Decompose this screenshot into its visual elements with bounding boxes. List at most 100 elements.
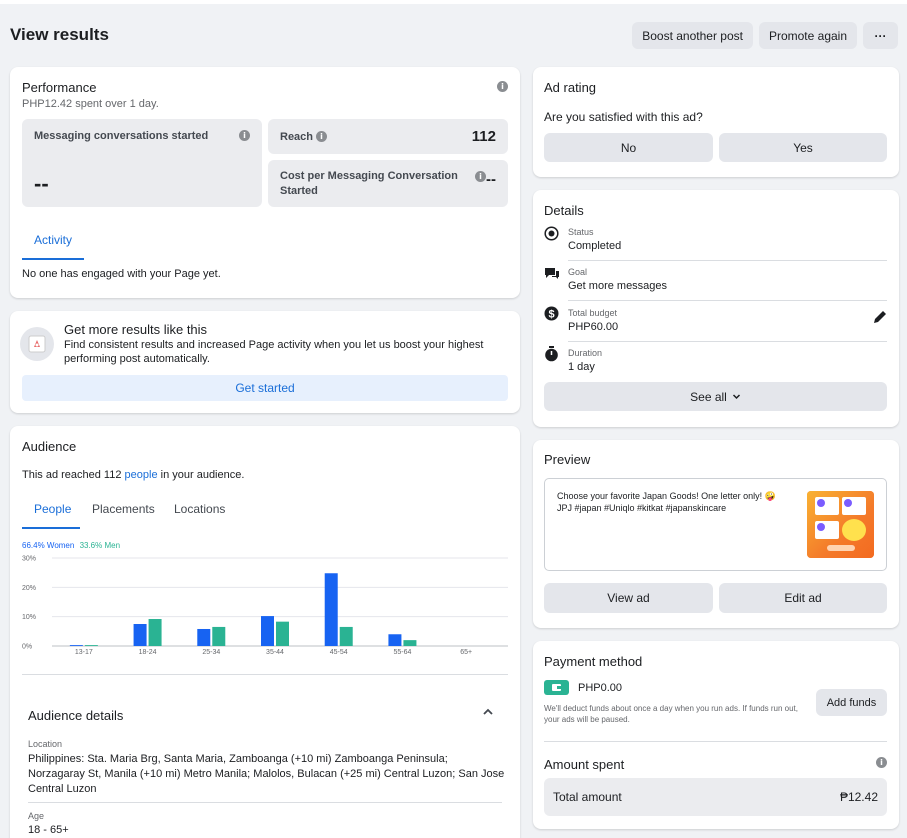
info-icon[interactable]: i [316, 131, 327, 142]
bar-women-13-17[interactable] [69, 645, 83, 646]
details-title: Details [544, 203, 584, 218]
boost-another-post-button[interactable]: Boost another post [632, 22, 753, 49]
preview-title: Preview [544, 452, 591, 467]
detail-goal: Goal Get more messages [568, 267, 907, 292]
chat-icon [544, 266, 560, 284]
messaging-metric: Messaging conversations started i -- [22, 119, 262, 207]
performance-spent: PHP12.42 spent over 1 day. [22, 98, 159, 110]
goal-label: Goal [568, 267, 588, 277]
more-results-card: Get more results like this Find consiste… [10, 311, 520, 413]
location-label: Location [28, 739, 63, 749]
payment-note: We'll deduct funds about once a day when… [544, 704, 798, 724]
stopwatch-icon [544, 346, 559, 365]
info-icon[interactable]: i [497, 81, 508, 92]
divider [568, 300, 887, 301]
add-funds-button[interactable]: Add funds [816, 689, 887, 716]
amount-spent-title: Amount spent [544, 757, 625, 772]
payment-card: Payment method PHP0.00 We'll deduct fund… [533, 641, 899, 829]
y-tick-label: 10% [22, 614, 36, 621]
age-gender-chart: 0% 10% 20% 30% 13-17 18-24 25-34 35-44 45-54 55-6… [22, 556, 508, 656]
activity-empty-text: No one has engaged with your Page yet. [22, 268, 221, 280]
divider [568, 341, 887, 342]
y-tick-label: 20% [22, 585, 36, 592]
dollar-icon: $ [544, 306, 559, 324]
age-value: 18 - 65+ [28, 824, 69, 836]
reach-suffix: in your audience. [157, 469, 245, 481]
edit-ad-button[interactable]: Edit ad [719, 583, 887, 613]
preview-card: Preview Choose your favorite Japan Goods… [533, 440, 899, 628]
yes-button[interactable]: Yes [719, 133, 887, 162]
cost-value: -- [486, 171, 496, 188]
status-label: Status [568, 227, 594, 237]
divider [22, 674, 508, 675]
tab-placements[interactable]: Placements [92, 502, 155, 516]
audience-details-title: Audience details [28, 708, 124, 723]
wallet-icon [544, 680, 569, 695]
payment-balance: PHP0.00 [578, 682, 623, 694]
cost-metric: Cost per Messaging Conversation Started … [268, 160, 508, 207]
payment-title: Payment method [544, 654, 643, 669]
divider [568, 260, 887, 261]
bar-men-45-54[interactable] [339, 626, 353, 646]
edit-pencil-icon[interactable] [872, 309, 888, 328]
performance-card: Performance PHP12.42 spent over 1 day. i… [10, 67, 520, 298]
bar-women-55-64[interactable] [388, 634, 402, 646]
bar-men-25-34[interactable] [212, 626, 226, 646]
chevron-up-icon[interactable] [482, 706, 494, 721]
total-amount-value: ₱12.42 [839, 790, 878, 804]
top-actions: Boost another post Promote again ··· [632, 22, 898, 49]
total-amount-row: Total amount ₱12.42 [544, 778, 887, 816]
preview-box[interactable]: Choose your favorite Japan Goods! One le… [544, 478, 887, 571]
duration-label: Duration [568, 348, 603, 358]
preview-thumbnail [807, 491, 874, 558]
preview-text-line1: Choose your favorite Japan Goods! One le… [557, 491, 776, 501]
bar-men-13-17[interactable] [84, 645, 98, 646]
see-all-button[interactable]: See all [544, 382, 887, 411]
bar-men-18-24[interactable] [148, 619, 162, 646]
divider [28, 802, 502, 803]
reach-value: 112 [471, 128, 496, 145]
tab-locations[interactable]: Locations [174, 502, 226, 516]
bar-men-55-64[interactable] [403, 640, 417, 646]
tab-activity[interactable]: Activity [34, 233, 73, 247]
top-strip [0, 0, 907, 4]
no-button[interactable]: No [544, 133, 713, 162]
info-icon[interactable]: i [239, 130, 250, 141]
tab-underline [22, 258, 84, 260]
view-ad-button[interactable]: View ad [544, 583, 713, 613]
bar-women-35-44[interactable] [261, 616, 274, 646]
messaging-label: Messaging conversations started [34, 130, 209, 142]
y-tick-label: 0% [22, 644, 32, 651]
location-value: Philippines: Sta. Maria Brg, Santa Maria… [28, 753, 505, 795]
bar-women-18-24[interactable] [133, 624, 147, 646]
people-link[interactable]: people [124, 469, 158, 481]
x-tick-label: 25-34 [202, 649, 220, 656]
detail-status: Status Completed [568, 227, 907, 252]
ad-rating-title: Ad rating [544, 80, 597, 95]
promote-again-button[interactable]: Promote again [758, 22, 857, 49]
goal-value: Get more messages [568, 280, 668, 292]
reach-metric: Reach i 112 [268, 119, 508, 154]
x-tick-label: 13-17 [75, 649, 93, 656]
see-all-label: See all [690, 389, 727, 404]
gender-legend: 66.4% Women 33.6% Men [22, 541, 120, 550]
audience-title: Audience [22, 439, 77, 454]
bar-men-35-44[interactable] [276, 621, 289, 646]
tab-underline [22, 527, 80, 529]
total-amount-label: Total amount [553, 790, 622, 804]
y-tick-label: 30% [22, 556, 36, 563]
tab-people[interactable]: People [34, 502, 72, 516]
x-tick-label: 65+ [460, 649, 472, 656]
x-tick-label: 18-24 [139, 649, 157, 656]
chevron-down-icon [732, 394, 740, 400]
bar-women-45-54[interactable] [324, 573, 338, 646]
get-started-button[interactable]: Get started [22, 375, 508, 401]
detail-duration: Duration 1 day [568, 348, 907, 373]
info-icon[interactable]: i [475, 171, 486, 182]
bar-women-25-34[interactable] [197, 628, 211, 646]
budget-value: PHP60.00 [568, 321, 619, 333]
more-options-button[interactable]: ··· [863, 22, 898, 49]
reach-prefix: This ad reached 112 [22, 469, 125, 481]
info-icon[interactable]: i [876, 757, 887, 768]
ad-rating-question: Are you satisfied with this ad? [544, 110, 703, 124]
